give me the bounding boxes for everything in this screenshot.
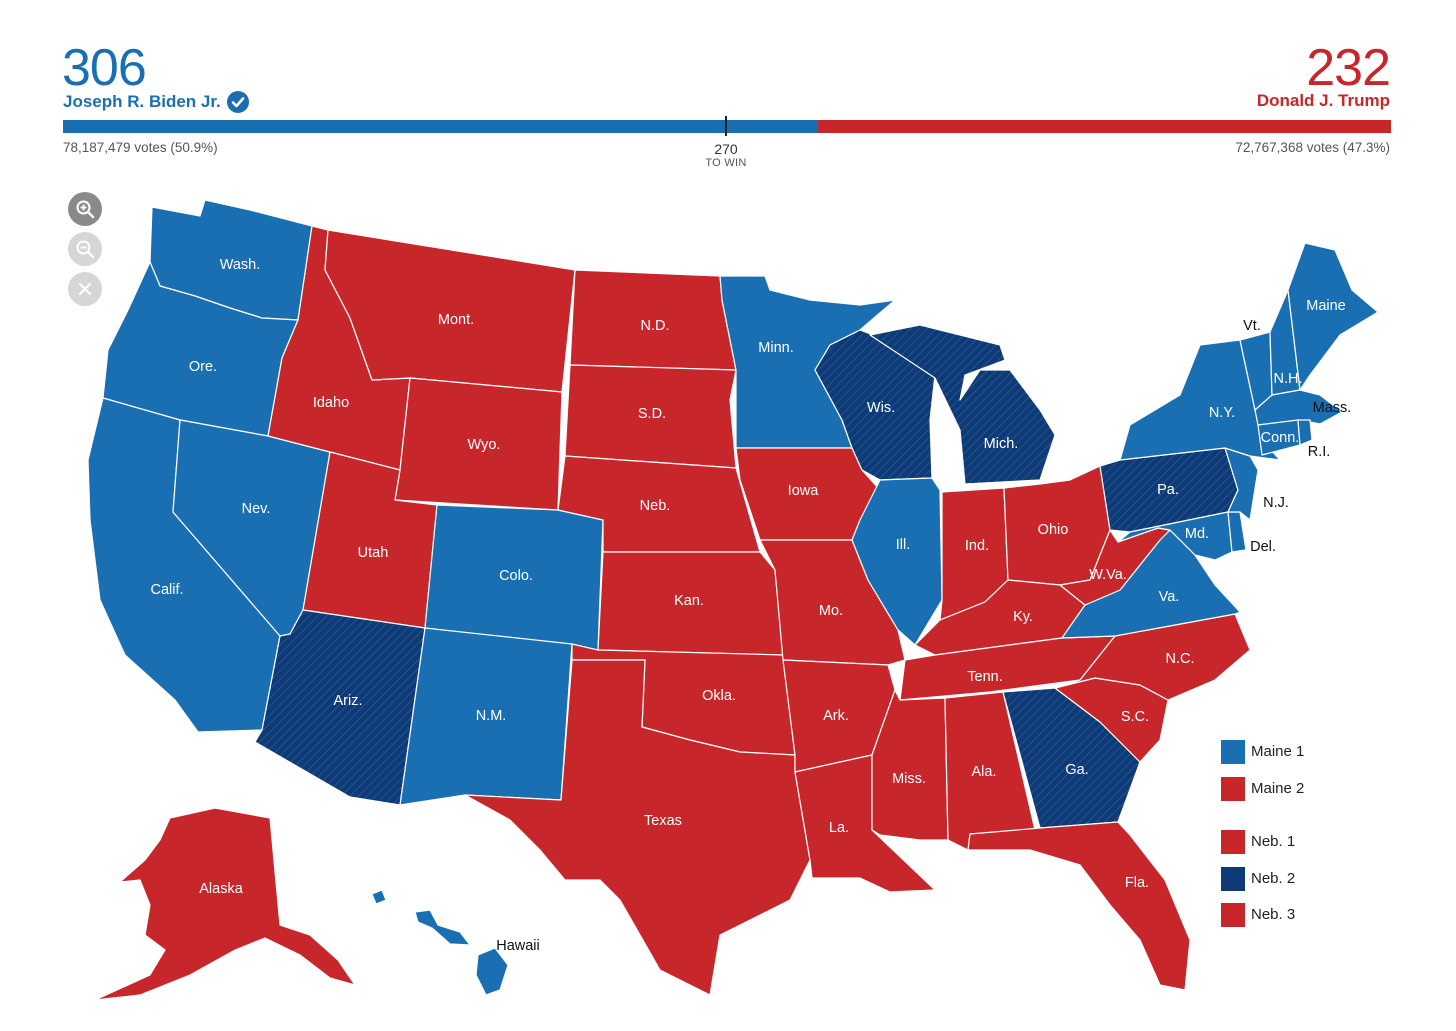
- zoom-out-button[interactable]: [68, 232, 102, 266]
- label-mi: Mich.: [984, 436, 1019, 452]
- trump-name: Donald J. Trump: [1256, 91, 1390, 110]
- label-in: Ind.: [965, 538, 989, 554]
- label-wv: W.Va.: [1089, 567, 1127, 583]
- label-sc: S.C.: [1121, 709, 1149, 725]
- label-tx: Texas: [644, 813, 682, 829]
- threshold-label: TO WIN: [705, 157, 747, 169]
- reset-map-button[interactable]: [68, 272, 102, 306]
- legend-swatch: [1221, 903, 1245, 927]
- state-ak[interactable]: [94, 807, 356, 1001]
- label-az: Ariz.: [334, 693, 363, 709]
- label-wi: Wis.: [867, 400, 895, 416]
- label-nj: N.J.: [1263, 495, 1289, 511]
- trump-electoral-bar: [818, 120, 1391, 133]
- label-ar: Ark.: [823, 708, 849, 724]
- check-circle-icon: [226, 91, 249, 113]
- label-il: Ill.: [896, 537, 911, 553]
- label-hi: Hawaii: [496, 938, 540, 954]
- legend-label: Maine 2: [1251, 780, 1305, 797]
- state-sd[interactable]: [564, 364, 737, 469]
- label-co: Colo.: [499, 568, 533, 584]
- label-la: La.: [829, 820, 849, 836]
- state-tx[interactable]: [464, 659, 811, 996]
- label-nv: Nev.: [242, 501, 271, 517]
- state-hi-islands[interactable]: [414, 909, 471, 946]
- state-fl[interactable]: [967, 821, 1191, 991]
- label-md: Md.: [1185, 526, 1209, 542]
- label-al: Ala.: [972, 764, 997, 780]
- legend-label: Neb. 3: [1251, 906, 1296, 923]
- label-nd: N.D.: [641, 318, 670, 334]
- label-or: Ore.: [189, 359, 217, 375]
- label-tn: Tenn.: [967, 669, 1002, 685]
- state-labels: Wash. Ore. Calif. Nev. Idaho Mont. Wyo. …: [150, 257, 1351, 954]
- label-ny: N.Y.: [1209, 405, 1235, 421]
- label-sd: S.D.: [638, 406, 666, 422]
- label-id: Idaho: [313, 395, 349, 411]
- label-fl: Fla.: [1125, 875, 1149, 891]
- label-wa: Wash.: [220, 257, 261, 273]
- label-ky: Ky.: [1013, 609, 1033, 625]
- label-ms: Miss.: [892, 771, 926, 787]
- zoom-out-icon: [76, 240, 95, 259]
- state-hi-kauai[interactable]: [371, 889, 387, 905]
- trump-popular-vote: 72,767,368 votes (47.3%): [1235, 140, 1390, 155]
- label-mn: Minn.: [758, 340, 793, 356]
- biden-electoral-votes: 306: [62, 39, 147, 97]
- label-ia: Iowa: [788, 483, 820, 499]
- label-ok: Okla.: [702, 688, 736, 704]
- label-oh: Ohio: [1038, 522, 1069, 538]
- state-il[interactable]: [851, 477, 943, 646]
- legend-swatch: [1221, 777, 1245, 801]
- state-co[interactable]: [424, 504, 604, 651]
- label-nh: N.H.: [1274, 371, 1303, 387]
- label-mt: Mont.: [438, 312, 474, 328]
- label-pa: Pa.: [1157, 482, 1179, 498]
- legend-label: Neb. 2: [1251, 870, 1296, 887]
- biden-name: Joseph R. Biden Jr.: [63, 91, 249, 113]
- label-ak: Alaska: [199, 881, 243, 897]
- state-me[interactable]: [1287, 242, 1379, 391]
- label-ne: Neb.: [640, 498, 671, 514]
- state-nj[interactable]: [1224, 447, 1259, 521]
- label-de: Del.: [1250, 539, 1276, 555]
- zoom-in-icon: [76, 200, 95, 219]
- state-wy[interactable]: [394, 377, 563, 511]
- biden-name-label: Joseph R. Biden Jr.: [63, 92, 221, 111]
- legend-swatch: [1221, 867, 1245, 891]
- state-mt[interactable]: [324, 229, 576, 393]
- trump-electoral-votes: 232: [1306, 39, 1391, 97]
- legend-swatch: [1221, 830, 1245, 854]
- biden-popular-vote: 78,187,479 votes (50.9%): [63, 140, 218, 155]
- biden-electoral-bar: [63, 120, 818, 133]
- label-wy: Wyo.: [468, 437, 501, 453]
- label-ma: Mass.: [1313, 400, 1352, 416]
- threshold-number: 270: [714, 141, 738, 157]
- legend-swatch: [1221, 740, 1245, 764]
- label-me: Maine: [1306, 298, 1346, 314]
- legend-label: Maine 1: [1251, 743, 1305, 760]
- label-ks: Kan.: [674, 593, 704, 609]
- label-vt: Vt.: [1243, 318, 1261, 334]
- label-ut: Utah: [358, 545, 389, 561]
- threshold-marker: [725, 116, 727, 136]
- label-nc: N.C.: [1166, 651, 1195, 667]
- label-nm: N.M.: [476, 708, 507, 724]
- state-hi[interactable]: [475, 947, 509, 996]
- label-va: Va.: [1159, 589, 1180, 605]
- label-ri: R.I.: [1308, 444, 1331, 460]
- label-ct: Conn.: [1261, 430, 1300, 446]
- legend-label: Neb. 1: [1251, 833, 1296, 850]
- state-ri[interactable]: [1297, 419, 1313, 446]
- label-mo: Mo.: [819, 603, 843, 619]
- state-mi[interactable]: [869, 324, 1056, 485]
- label-ca: Calif.: [150, 582, 183, 598]
- zoom-in-button[interactable]: [68, 192, 102, 226]
- close-icon: [78, 282, 92, 296]
- label-ga: Ga.: [1065, 762, 1088, 778]
